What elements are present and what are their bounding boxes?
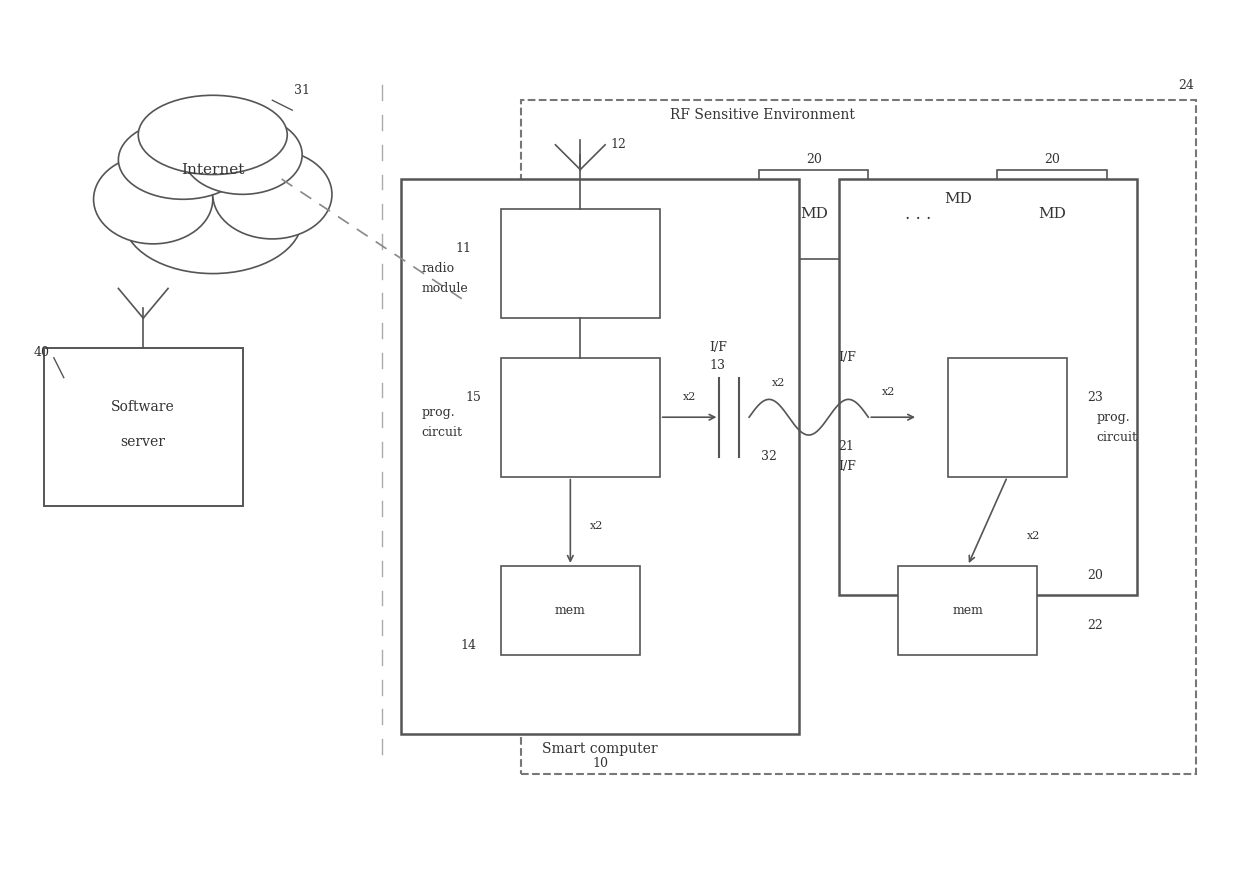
Text: 20: 20: [1044, 153, 1060, 166]
FancyBboxPatch shape: [898, 566, 1037, 655]
Text: circuit: circuit: [422, 425, 463, 438]
Text: mem: mem: [554, 604, 585, 617]
Text: MD: MD: [800, 207, 827, 221]
FancyBboxPatch shape: [838, 180, 1137, 595]
Text: RF Sensitive Environment: RF Sensitive Environment: [670, 108, 854, 122]
Text: 15: 15: [465, 391, 481, 404]
Ellipse shape: [184, 115, 303, 195]
Text: Smart computer: Smart computer: [542, 742, 658, 756]
Text: module: module: [422, 282, 467, 295]
Text: 21: 21: [838, 440, 854, 453]
Text: 20: 20: [1086, 569, 1102, 582]
Text: 14: 14: [460, 638, 476, 652]
Text: I/F: I/F: [838, 460, 857, 474]
Ellipse shape: [118, 120, 248, 199]
Text: 31: 31: [294, 84, 310, 96]
FancyBboxPatch shape: [501, 566, 640, 655]
Text: 13: 13: [709, 360, 725, 372]
Text: x2: x2: [683, 392, 696, 403]
Text: x2: x2: [1027, 531, 1040, 541]
Text: 24: 24: [1178, 79, 1194, 92]
Text: prog.: prog.: [422, 406, 455, 418]
Text: circuit: circuit: [1096, 431, 1138, 444]
Text: 12: 12: [610, 139, 626, 152]
Text: x2: x2: [590, 521, 604, 531]
Text: Internet: Internet: [181, 162, 244, 176]
Text: x2: x2: [882, 388, 895, 397]
Ellipse shape: [93, 154, 213, 244]
FancyBboxPatch shape: [759, 169, 868, 259]
Text: I/F: I/F: [709, 341, 728, 354]
Text: server: server: [120, 435, 166, 449]
FancyBboxPatch shape: [997, 169, 1107, 259]
FancyBboxPatch shape: [947, 358, 1066, 476]
Text: MD: MD: [1038, 207, 1066, 221]
Text: 10: 10: [593, 758, 608, 770]
Text: . . .: . . .: [905, 205, 931, 223]
Text: prog.: prog.: [1096, 410, 1131, 424]
Text: MD: MD: [944, 192, 972, 206]
FancyBboxPatch shape: [43, 348, 243, 506]
Text: Software: Software: [112, 400, 175, 414]
Text: I/F: I/F: [838, 352, 857, 364]
Ellipse shape: [213, 150, 332, 239]
Text: radio: radio: [422, 262, 455, 275]
Text: 22: 22: [1086, 618, 1102, 631]
Text: 11: 11: [455, 242, 471, 255]
FancyBboxPatch shape: [501, 210, 660, 318]
Text: 23: 23: [1086, 391, 1102, 404]
Ellipse shape: [123, 165, 303, 274]
Text: x2: x2: [773, 377, 786, 388]
Text: 20: 20: [806, 153, 822, 166]
Text: 40: 40: [33, 346, 50, 360]
Text: mem: mem: [952, 604, 983, 617]
Ellipse shape: [138, 96, 288, 175]
FancyBboxPatch shape: [501, 358, 660, 476]
FancyBboxPatch shape: [402, 180, 799, 734]
Text: 32: 32: [761, 450, 777, 463]
